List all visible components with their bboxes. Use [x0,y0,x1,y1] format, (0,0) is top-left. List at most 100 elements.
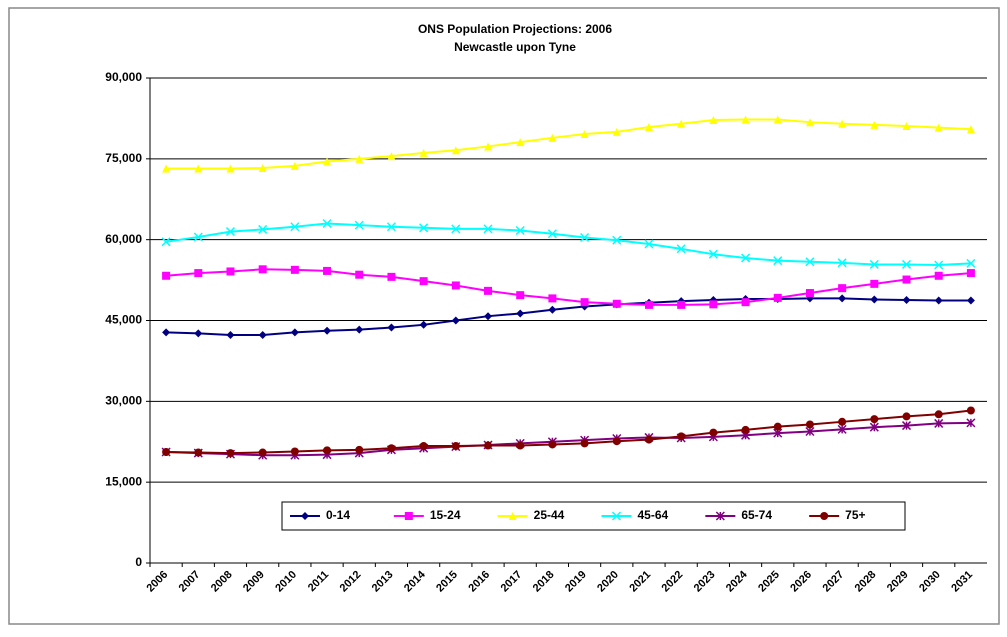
marker [902,121,911,130]
marker [611,511,622,521]
marker [548,305,557,314]
marker [194,269,203,278]
marker [741,253,751,263]
marker [612,235,622,245]
marker [387,272,396,281]
legend-label: 65-74 [741,508,772,522]
marker [484,312,493,321]
marker [901,421,912,431]
marker [387,152,396,161]
marker [387,323,396,332]
marker [194,329,203,338]
marker [612,437,621,446]
marker [966,296,975,305]
marker [901,259,912,269]
marker [484,441,493,450]
marker [966,269,975,278]
series-line [166,268,971,306]
chart-title: ONS Population Projections: 2006 [418,22,612,36]
marker [869,259,879,269]
marker [322,218,332,229]
marker [741,115,750,124]
series-line [166,409,972,455]
marker [419,320,428,329]
legend-label: 75+ [845,508,865,522]
marker [516,309,525,318]
y-tick-label: 75,000 [105,151,142,165]
marker [966,125,975,134]
marker [290,447,299,456]
marker [773,256,783,266]
marker [323,266,332,275]
marker [934,418,944,428]
marker [644,239,654,249]
marker [709,428,718,437]
marker [508,512,517,520]
marker [258,265,267,274]
marker [870,295,879,304]
marker [580,439,589,448]
series-line [166,118,971,170]
marker [547,229,557,239]
marker [419,223,429,233]
marker [773,115,782,124]
marker [612,299,621,308]
marker [676,244,686,254]
marker [516,291,525,300]
marker [966,258,976,268]
marker [838,417,847,426]
marker [934,123,943,132]
marker [419,277,428,286]
marker [805,118,814,127]
marker [515,225,525,236]
marker [162,271,171,280]
marker [258,448,267,457]
marker [934,410,943,419]
marker [290,222,300,232]
marker [451,224,461,234]
marker [741,425,750,434]
marker [162,328,171,337]
marker [355,154,364,163]
marker [870,415,879,424]
marker [258,163,267,172]
marker [837,424,847,434]
y-tick-label: 60,000 [105,232,142,246]
marker [226,449,235,458]
marker [837,258,847,268]
marker [290,328,299,337]
y-tick-label: 90,000 [105,70,142,84]
marker [870,120,879,129]
marker [612,127,621,136]
y-tick-label: 0 [135,555,142,569]
marker [966,406,975,415]
marker [548,440,557,449]
marker [902,296,911,305]
marker [386,222,396,232]
marker [677,432,686,441]
marker [677,300,686,309]
marker [838,119,847,128]
marker [838,284,847,293]
marker [677,119,686,128]
marker [805,420,814,429]
marker [323,157,332,166]
marker [548,133,557,142]
legend-box [281,501,906,531]
marker [709,300,718,309]
marker [870,279,879,288]
marker [580,232,590,243]
marker [548,294,557,303]
marker [161,237,171,247]
marker [193,232,203,242]
series-line [166,297,971,337]
marker [805,426,815,437]
marker [419,148,428,157]
marker [225,227,236,237]
marker [451,442,460,451]
marker [483,224,493,234]
marker [741,298,750,307]
legend-label: 15-24 [430,508,461,522]
marker [301,512,309,520]
